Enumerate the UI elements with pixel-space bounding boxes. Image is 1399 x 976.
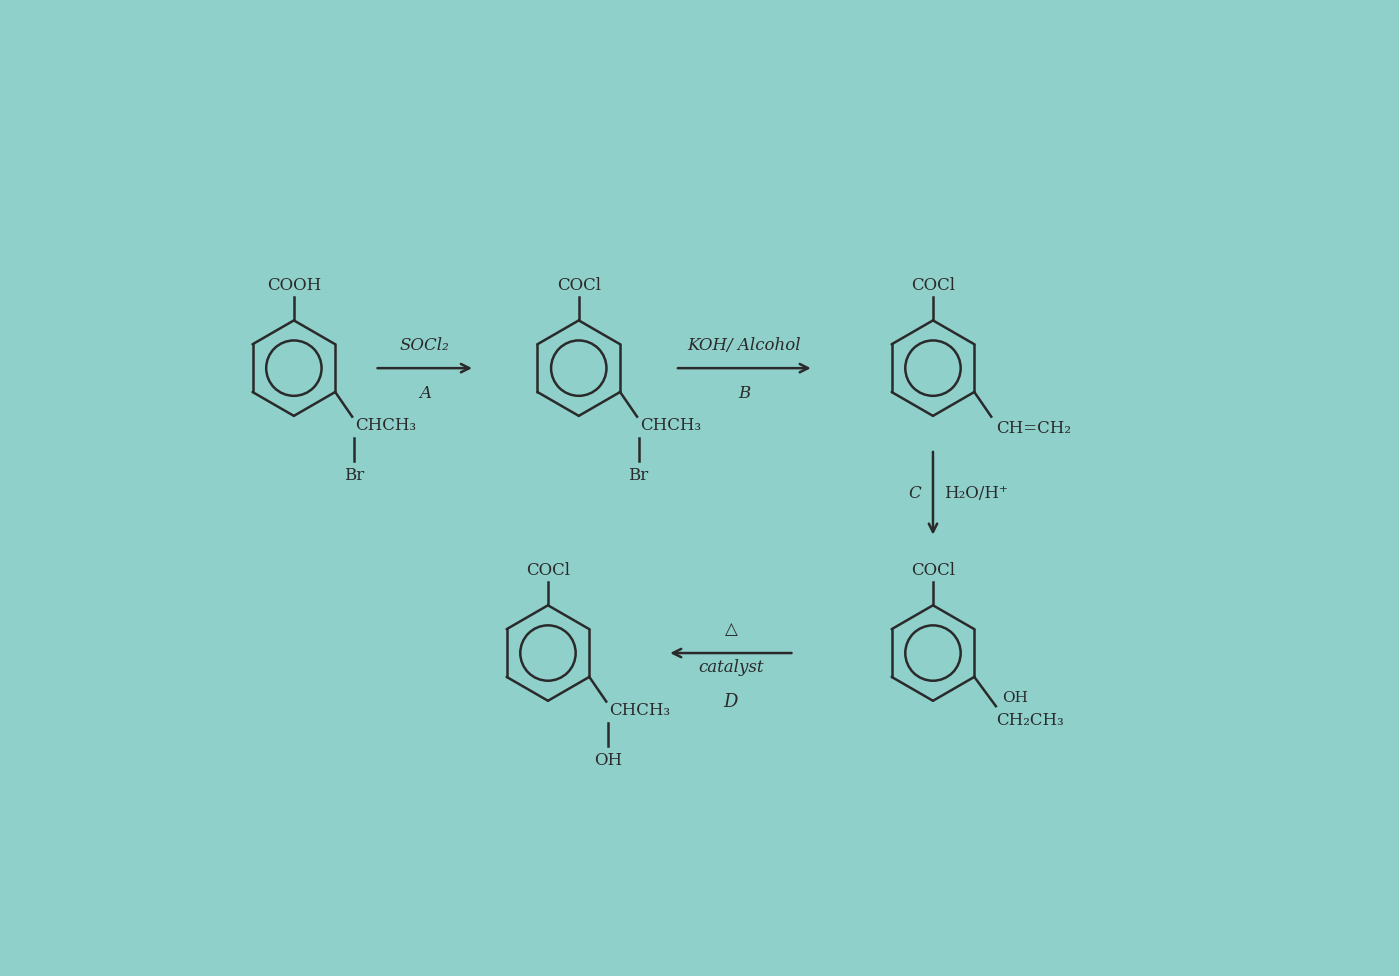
Text: H₂O/H⁺: H₂O/H⁺: [944, 485, 1009, 502]
Text: A: A: [418, 386, 431, 402]
Text: △: △: [725, 621, 737, 637]
Text: KOH/ Alcohol: KOH/ Alcohol: [687, 338, 802, 354]
Text: COCl: COCl: [526, 562, 569, 579]
Text: CHCH₃: CHCH₃: [355, 418, 417, 434]
Text: COCl: COCl: [911, 562, 956, 579]
Text: OH: OH: [593, 752, 623, 769]
Text: Br: Br: [344, 467, 364, 484]
Text: C: C: [909, 485, 922, 502]
Text: COCl: COCl: [911, 277, 956, 294]
Text: catalyst: catalyst: [698, 659, 764, 676]
Text: COCl: COCl: [557, 277, 600, 294]
Text: SOCl₂: SOCl₂: [400, 338, 449, 354]
Text: CHCH₃: CHCH₃: [610, 703, 670, 719]
Text: COOH: COOH: [267, 277, 320, 294]
Text: CH=CH₂: CH=CH₂: [996, 420, 1070, 436]
Text: Br: Br: [628, 467, 649, 484]
Text: B: B: [739, 386, 750, 402]
Text: CH₂CH₃: CH₂CH₃: [996, 712, 1063, 729]
Text: D: D: [723, 693, 739, 712]
Text: CHCH₃: CHCH₃: [641, 418, 701, 434]
Text: OH: OH: [1002, 691, 1028, 706]
